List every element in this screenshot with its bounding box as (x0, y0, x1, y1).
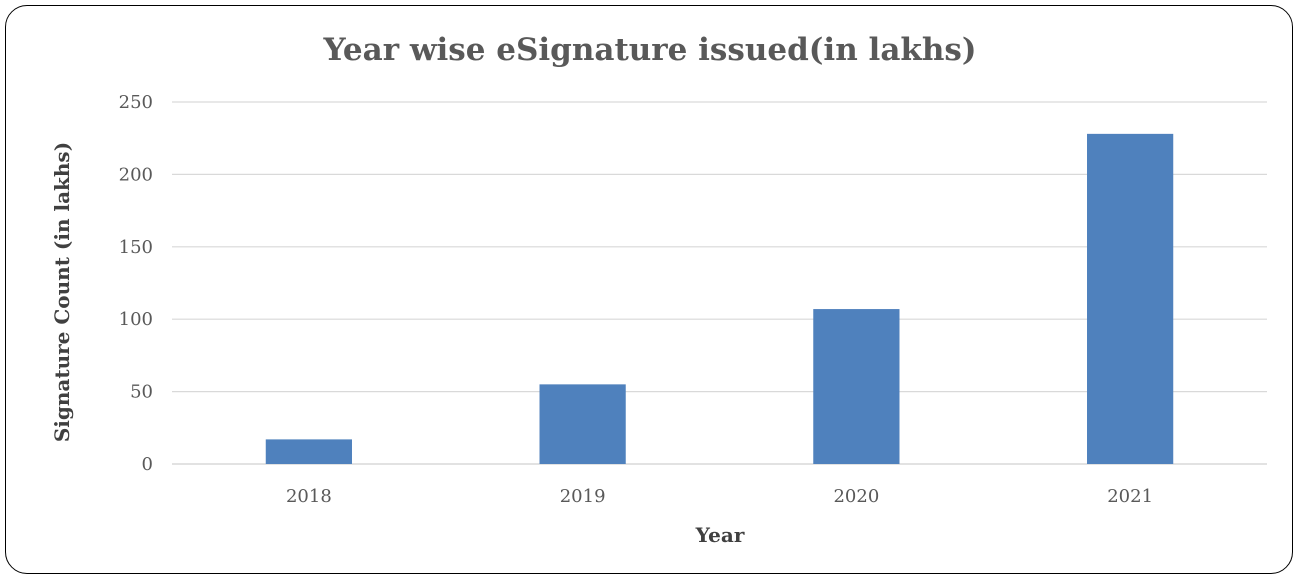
y-axis-ticks: 0 50 100 150 200 250 (119, 92, 153, 475)
y-tick-label: 50 (130, 382, 153, 403)
bars (265, 133, 1174, 464)
x-tick-label: 2018 (286, 486, 332, 507)
y-tick-label: 0 (142, 454, 153, 475)
bar-2019 (539, 384, 626, 464)
y-tick-label: 200 (119, 164, 153, 185)
bar-2020 (813, 309, 900, 464)
y-axis-title: Signature Count (in lakhs) (50, 142, 74, 442)
x-axis-title: Year (695, 523, 745, 547)
chart-title: Year wise eSignature issued(in lakhs) (322, 32, 976, 68)
x-axis-ticks: 2018 2019 2020 2021 (286, 486, 1153, 507)
x-tick-label: 2020 (833, 486, 879, 507)
bar-2018 (265, 439, 352, 464)
gridlines (172, 101, 1267, 465)
bar-2021 (1087, 133, 1174, 464)
x-tick-label: 2021 (1107, 486, 1153, 507)
y-tick-label: 100 (119, 309, 153, 330)
y-tick-label: 150 (119, 237, 153, 258)
x-tick-label: 2019 (560, 486, 606, 507)
y-tick-label: 250 (119, 92, 153, 113)
chart-frame (5, 5, 1293, 574)
